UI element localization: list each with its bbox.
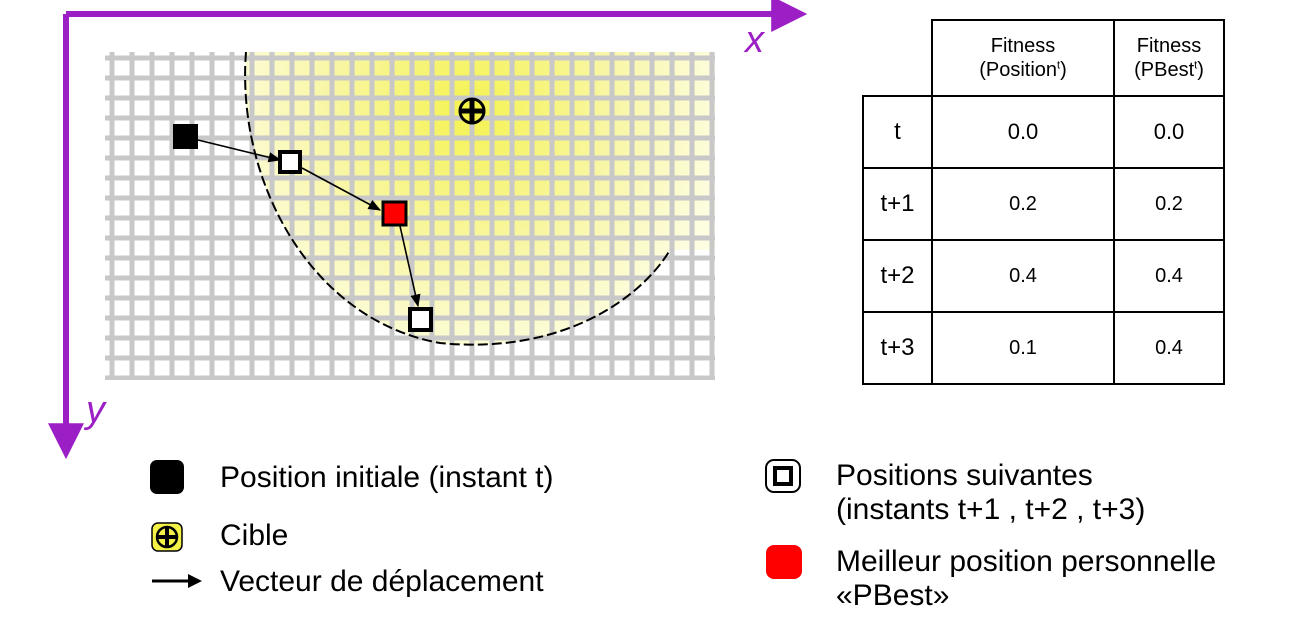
target-icon	[458, 97, 486, 125]
cell-pbest-fitness: 0.0	[1113, 95, 1225, 169]
legend-target-icon	[151, 522, 183, 552]
legend-next-positions-label-1: Positions suivantes	[836, 459, 1093, 492]
header-fitness-pbest: Fitness (PBestt)	[1113, 19, 1225, 97]
header-close: )	[1197, 59, 1204, 81]
x-axis-label: x	[743, 19, 766, 61]
move-vector-3	[399, 225, 421, 308]
header-line1: Fitness	[1136, 35, 1202, 57]
header-line2: (Positiont)	[933, 58, 1113, 82]
header-sup: t	[1057, 59, 1061, 72]
row-label: t+3	[862, 311, 933, 385]
legend-target-label: Cible	[220, 519, 289, 552]
table-row: t+3 0.1 0.4	[862, 311, 1225, 385]
header-line2-text: (PBest	[1134, 59, 1195, 81]
pbest-position-marker	[381, 200, 408, 227]
table-corner	[863, 20, 933, 97]
move-vector-2	[301, 167, 382, 211]
row-label: t	[862, 95, 933, 169]
legend-pbest-label-2: «PBest»	[836, 579, 950, 612]
header-line2: (PBestt)	[1115, 58, 1223, 82]
cell-position-fitness: 0.0	[931, 95, 1115, 169]
cell-position-fitness: 0.1	[931, 311, 1115, 385]
row-label: t+1	[862, 167, 933, 241]
legend-vector-label: Vecteur de déplacement	[220, 565, 544, 598]
cell-position-fitness: 0.2	[931, 167, 1115, 241]
legend-next-positions-label-2: (instants t+1 , t+2 , t+3)	[836, 493, 1146, 526]
cell-position-fitness: 0.4	[931, 239, 1115, 313]
move-vector-1	[197, 139, 282, 163]
cell-pbest-fitness: 0.4	[1113, 311, 1225, 385]
header-fitness-position: Fitness (Positiont)	[931, 19, 1115, 97]
legend-initial-icon	[150, 460, 184, 494]
y-axis-label: y	[83, 389, 107, 431]
table-row: t 0.0 0.0	[862, 95, 1225, 169]
row-label: t+2	[862, 239, 933, 313]
position-t1-marker	[278, 150, 302, 174]
header-sup: t	[1194, 59, 1198, 72]
search-grid	[105, 52, 715, 380]
cell-pbest-fitness: 0.2	[1113, 167, 1225, 241]
legend-pbest-icon	[766, 545, 802, 579]
legend-initial-label: Position initiale (instant t)	[220, 461, 554, 494]
legend-next-positions-icon	[765, 459, 801, 493]
table-row: t+1 0.2 0.2	[862, 167, 1225, 241]
legend-arrow-icon	[152, 574, 202, 588]
position-t3-marker	[408, 307, 433, 332]
fitness-table: Fitness (Positiont) Fitness (PBestt) t 0…	[862, 19, 1225, 385]
header-line1: Fitness	[990, 35, 1056, 57]
header-line2-text: (Position	[979, 59, 1058, 81]
cell-pbest-fitness: 0.4	[1113, 239, 1225, 313]
table-row: t+2 0.4 0.4	[862, 239, 1225, 313]
legend-pbest-label-1: Meilleur position personnelle	[836, 545, 1217, 578]
initial-position-marker	[173, 124, 198, 149]
header-close: )	[1060, 59, 1067, 81]
